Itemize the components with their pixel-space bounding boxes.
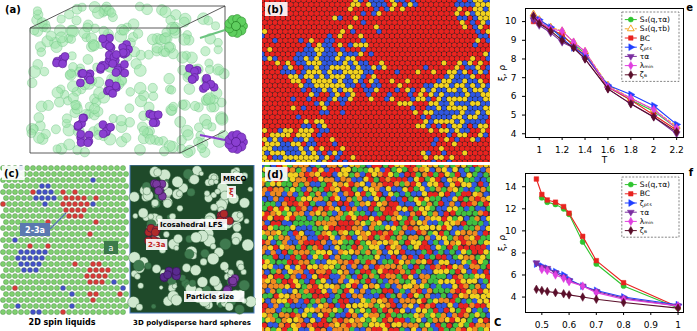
svg-text:8: 8: [511, 54, 517, 64]
svg-text:4: 4: [511, 292, 517, 302]
svg-text:f: f: [689, 167, 694, 178]
svg-text:0.9: 0.9: [644, 320, 659, 330]
svg-text:0.5: 0.5: [535, 320, 549, 330]
svg-text:λₘᵢₙ: λₘᵢₙ: [640, 61, 653, 70]
svg-text:BC: BC: [640, 34, 650, 43]
svg-text:Icosahedral LFS: Icosahedral LFS: [160, 221, 223, 229]
svg-text:BC: BC: [640, 189, 650, 198]
svg-text:2.2: 2.2: [669, 145, 683, 155]
svg-text:0.7: 0.7: [589, 320, 603, 330]
svg-text:τα: τα: [640, 52, 650, 61]
svg-text:1: 1: [675, 320, 681, 330]
svg-text:5: 5: [511, 110, 517, 120]
svg-text:1.8: 1.8: [624, 145, 639, 155]
svg-text:2D spin liquids: 2D spin liquids: [29, 318, 96, 327]
svg-text:10: 10: [505, 226, 517, 236]
svg-text:S₄(q,τb): S₄(q,τb): [640, 24, 670, 33]
svg-text:1.6: 1.6: [601, 145, 616, 155]
svg-text:0.6: 0.6: [562, 320, 577, 330]
svg-text:(c): (c): [4, 168, 19, 179]
svg-text:λₘᵢₙ: λₘᵢₙ: [640, 217, 653, 226]
svg-text:Particle size: Particle size: [186, 293, 234, 301]
svg-text:ξ, ρ: ξ, ρ: [497, 64, 507, 81]
svg-text:S₄(q,τα): S₄(q,τα): [640, 15, 670, 24]
svg-text:τα: τα: [640, 208, 650, 217]
svg-text:2: 2: [651, 145, 657, 155]
svg-text:3D polydisperse hard spheres: 3D polydisperse hard spheres: [133, 319, 251, 327]
svg-text:ζ₆: ζ₆: [640, 70, 647, 79]
svg-text:T: T: [601, 155, 608, 165]
svg-text:9: 9: [511, 35, 517, 45]
svg-text:ζₚₜₛ: ζₚₜₛ: [640, 43, 653, 52]
svg-text:(b): (b): [267, 4, 283, 15]
svg-text:ξ: ξ: [229, 188, 234, 197]
svg-text:0.8: 0.8: [616, 320, 631, 330]
svg-text:10: 10: [505, 16, 517, 26]
svg-text:6: 6: [511, 91, 517, 101]
svg-text:4: 4: [511, 129, 517, 139]
svg-text:ξ, ρ: ξ, ρ: [497, 234, 507, 251]
svg-text:C: C: [494, 317, 501, 328]
svg-text:2-3a: 2-3a: [148, 241, 166, 249]
svg-text:e: e: [686, 2, 693, 13]
svg-text:2-3a: 2-3a: [25, 226, 45, 235]
svg-text:a: a: [109, 244, 114, 253]
svg-text:12: 12: [505, 204, 516, 214]
svg-text:1: 1: [536, 145, 542, 155]
svg-text:14: 14: [505, 182, 517, 192]
svg-text:ζ₆: ζ₆: [640, 226, 647, 235]
svg-text:1.4: 1.4: [578, 145, 593, 155]
svg-text:8: 8: [511, 248, 517, 258]
svg-text:7: 7: [511, 73, 517, 83]
svg-text:6: 6: [511, 270, 517, 280]
svg-text:1.2: 1.2: [555, 145, 569, 155]
svg-text:(a): (a): [5, 4, 21, 15]
svg-text:(d): (d): [267, 169, 283, 180]
svg-text:MRCO: MRCO: [223, 175, 246, 183]
svg-text:ζₚₜₛ: ζₚₜₛ: [640, 199, 653, 208]
svg-text:S₄(q,τα): S₄(q,τα): [640, 180, 670, 189]
